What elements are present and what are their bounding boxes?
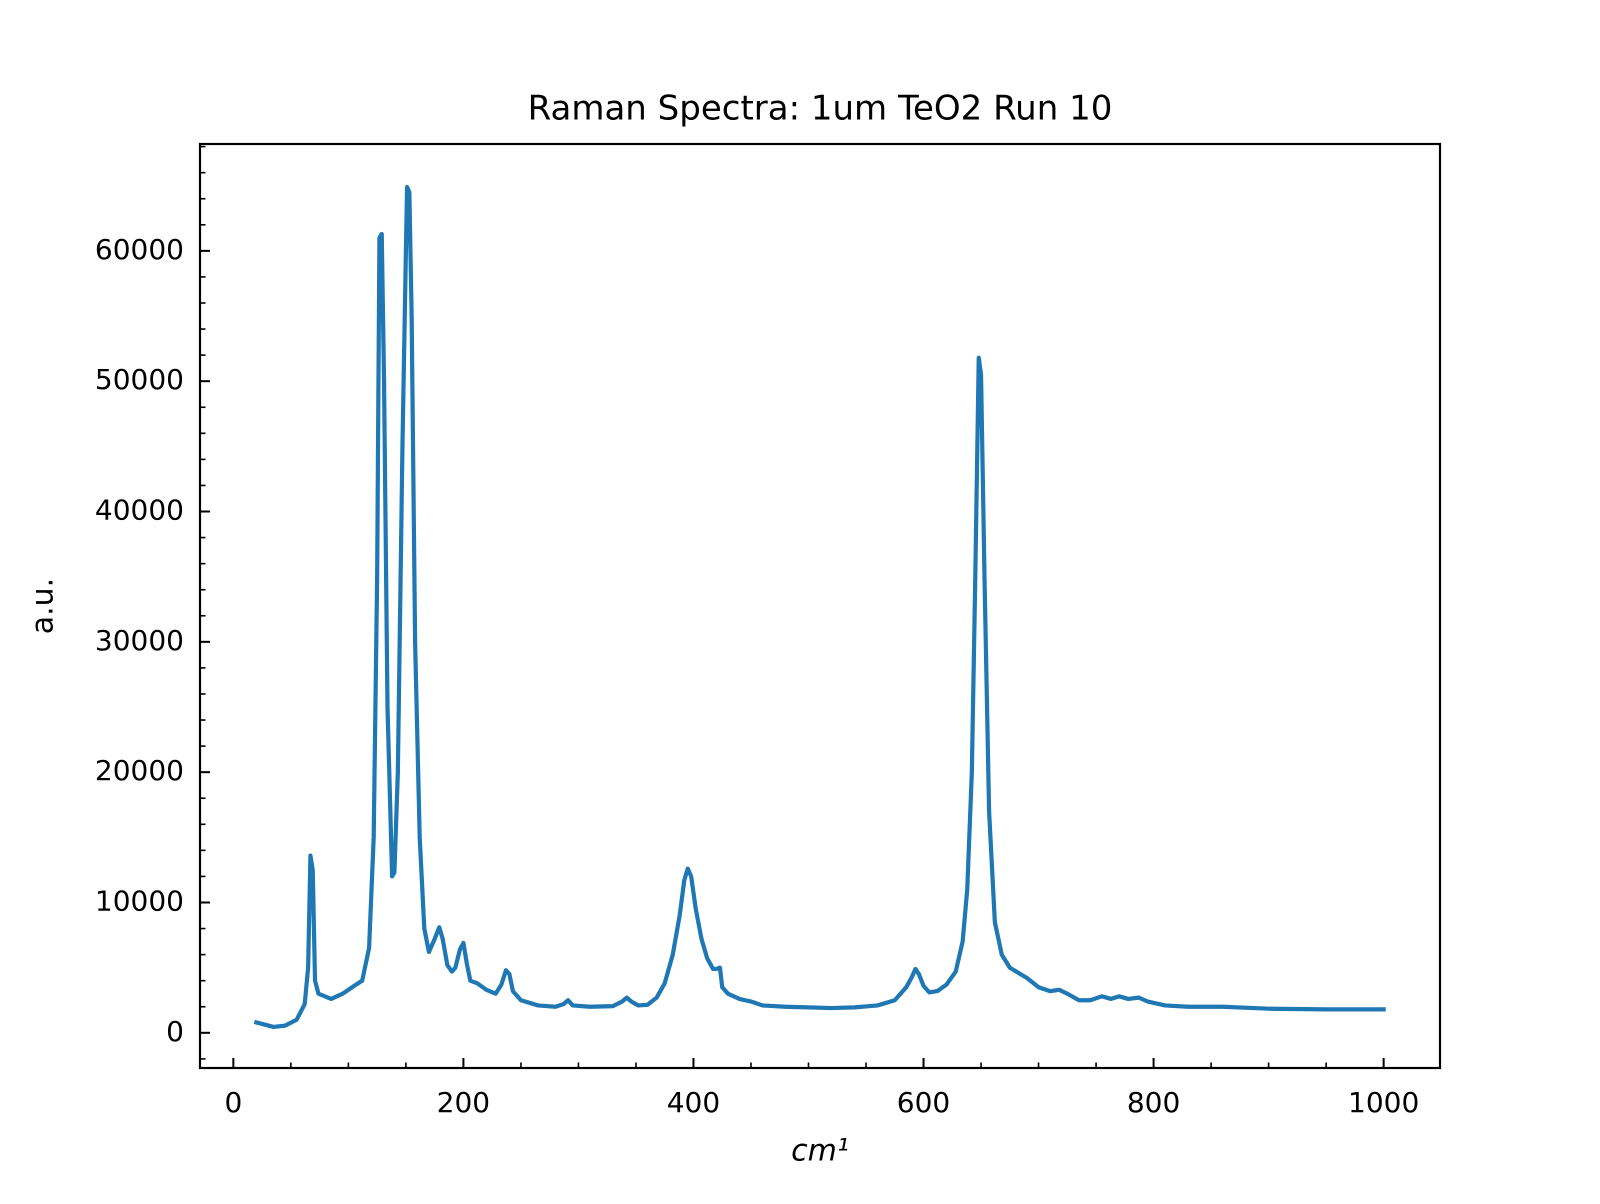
x-tick-label: 1000	[1348, 1086, 1419, 1119]
y-tick-label: 10000	[95, 884, 184, 917]
x-axis-label: cm¹	[791, 1134, 849, 1169]
y-tick-label: 30000	[95, 624, 184, 657]
y-tick-label: 0	[166, 1015, 184, 1048]
x-tick-label: 0	[224, 1086, 242, 1119]
x-tick-label: 600	[897, 1086, 950, 1119]
y-tick-label: 40000	[95, 494, 184, 527]
y-tick-label: 20000	[95, 754, 184, 787]
x-tick-label: 200	[437, 1086, 490, 1119]
y-tick-label: 60000	[95, 233, 184, 266]
y-tick-label: 50000	[95, 363, 184, 396]
spectrum-line	[253, 184, 1386, 1030]
x-tick-label: 800	[1127, 1086, 1180, 1119]
chart-title: Raman Spectra: 1um TeO2 Run 10	[528, 89, 1113, 129]
y-axis-label: a.u.	[26, 578, 61, 634]
plot-frame	[198, 142, 1442, 1070]
x-tick-label: 400	[667, 1086, 720, 1119]
